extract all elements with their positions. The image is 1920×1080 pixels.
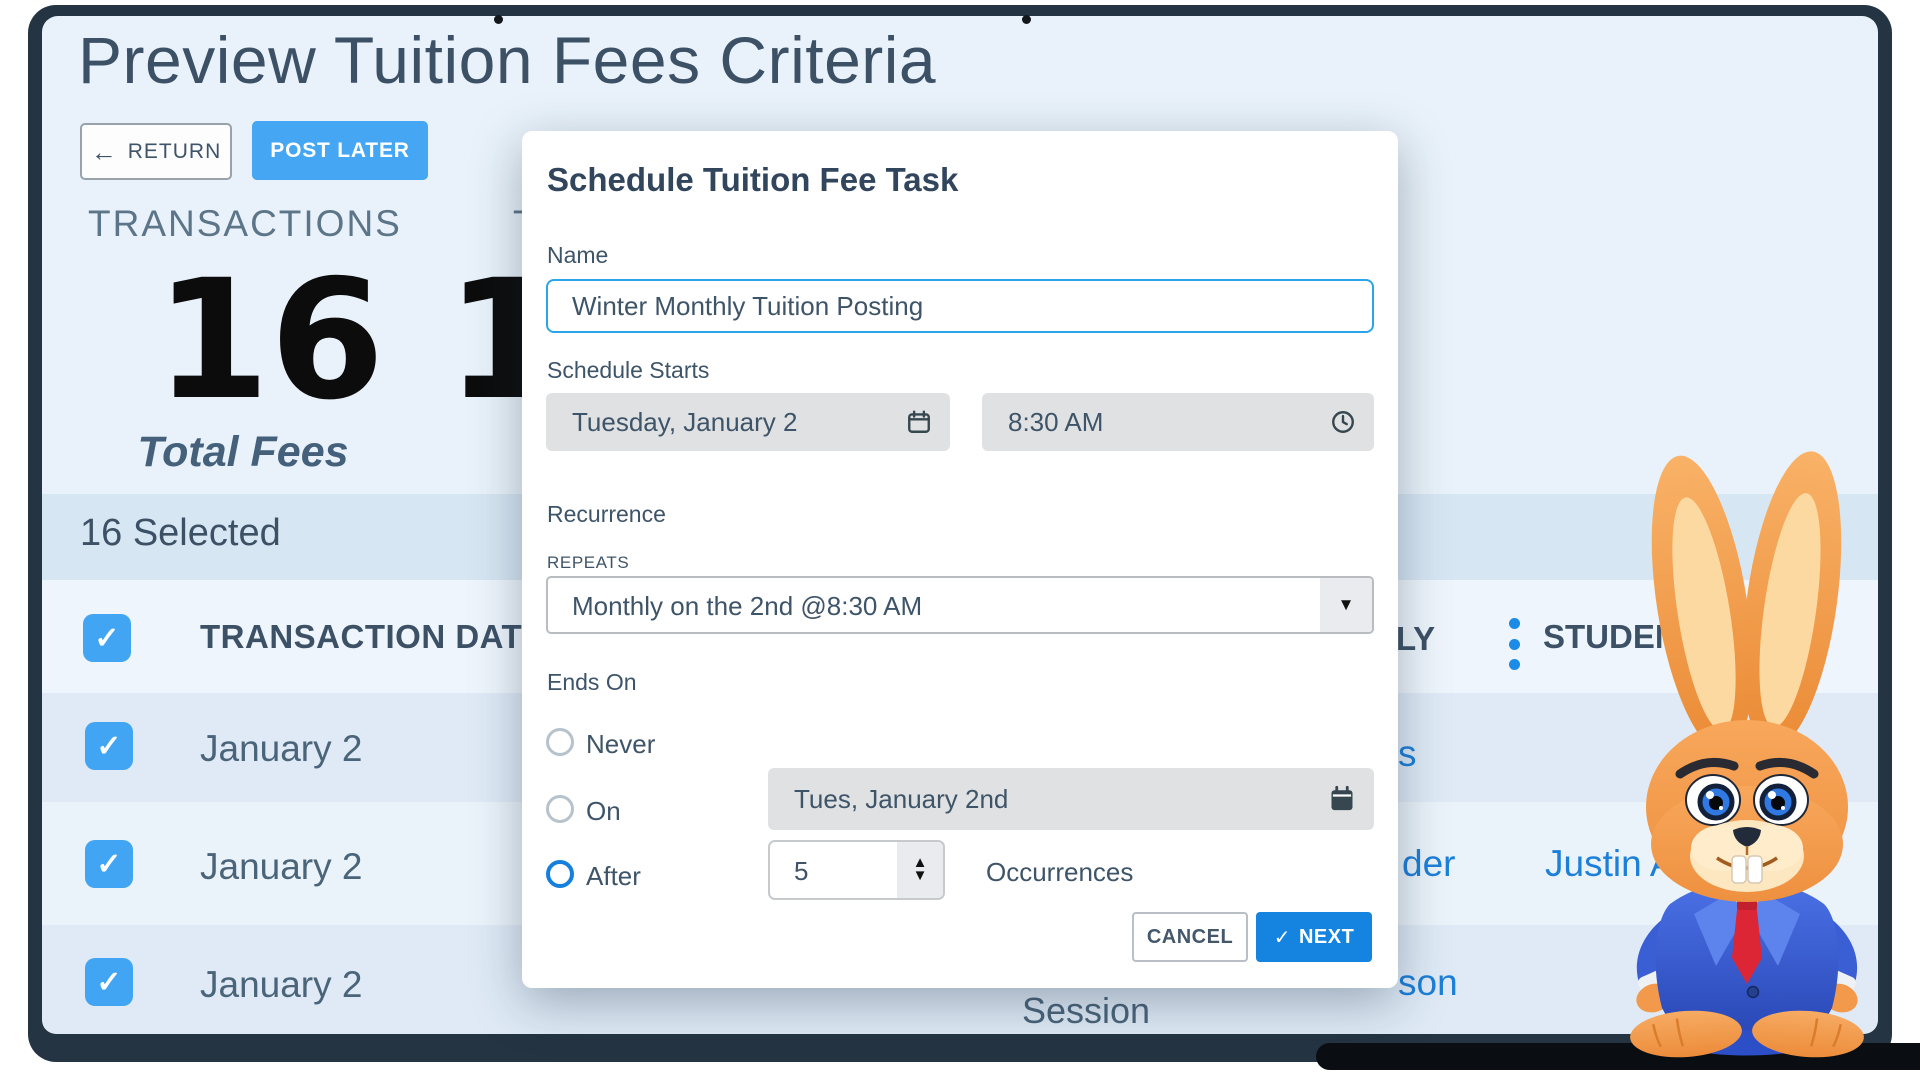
modal-title: Schedule Tuition Fee Task	[547, 161, 959, 198]
row-link-fragment[interactable]: s	[1398, 733, 1417, 774]
return-button[interactable]: ← RETURN	[80, 123, 232, 180]
radio-after[interactable]	[546, 860, 574, 888]
radio-never-label: Never	[586, 729, 656, 759]
repeats-label: REPEATS	[547, 553, 630, 572]
task-name-input[interactable]	[546, 279, 1374, 333]
select-all-checkbox[interactable]: ✓	[83, 614, 131, 662]
ends-on-date-field[interactable]: Tues, January 2nd	[768, 768, 1374, 830]
check-icon: ✓	[96, 847, 122, 881]
calendar-icon	[1328, 785, 1356, 813]
schedule-starts-label: Schedule Starts	[547, 357, 710, 383]
check-icon: ✓	[94, 621, 120, 655]
transactions-stat-value: 16	[155, 244, 385, 436]
start-time-field[interactable]: 8:30 AM	[982, 393, 1374, 451]
selected-count: 16 Selected	[80, 512, 281, 554]
arrow-up-icon[interactable]: ▲	[912, 854, 928, 872]
start-date-value: Tuesday, January 2	[572, 406, 798, 437]
post-later-label: POST LATER	[270, 138, 410, 162]
row-link-fragment[interactable]: son	[1398, 962, 1458, 1003]
occurrences-stepper[interactable]: 5 ▲ ▼	[768, 840, 945, 900]
start-date-field[interactable]: Tuesday, January 2	[546, 393, 950, 451]
column-header-fragment: LY	[1396, 620, 1436, 657]
window-dot	[1022, 15, 1031, 24]
schedule-task-modal: Schedule Tuition Fee Task Name Schedule …	[522, 131, 1398, 988]
return-button-label: RETURN	[127, 139, 222, 163]
session-cell-text: Session	[1022, 990, 1151, 1031]
start-time-value: 8:30 AM	[1008, 406, 1104, 437]
chevron-down-icon[interactable]: ▼	[1320, 578, 1372, 632]
left-arrow-icon: ←	[90, 136, 118, 167]
row-checkbox[interactable]: ✓	[85, 722, 133, 770]
transaction-date-cell: January 2	[200, 846, 363, 887]
transaction-date-cell: January 2	[200, 964, 363, 1005]
cancel-label: CANCEL	[1146, 925, 1234, 948]
radio-never[interactable]	[546, 728, 574, 756]
occurrences-label: Occurrences	[986, 857, 1134, 887]
radio-on-label: On	[586, 796, 621, 826]
ends-on-label: Ends On	[547, 669, 637, 695]
row-checkbox[interactable]: ✓	[85, 958, 133, 1006]
transaction-date-cell: January 2	[200, 728, 363, 769]
post-later-button[interactable]: POST LATER	[252, 121, 428, 180]
radio-after-label: After	[586, 861, 641, 891]
recurrence-label: Recurrence	[547, 501, 666, 527]
mascot-rabbit	[1630, 451, 1864, 1058]
row-link-fragment[interactable]: der	[1402, 843, 1456, 884]
column-header-transaction-date[interactable]: TRANSACTION DATE	[200, 618, 545, 655]
cancel-button[interactable]: CANCEL	[1132, 912, 1248, 962]
next-label: NEXT	[1298, 925, 1355, 948]
page-title: Preview Tuition Fees Criteria	[78, 23, 937, 97]
name-label: Name	[547, 242, 609, 268]
row-checkbox[interactable]: ✓	[85, 840, 133, 888]
check-icon: ✓	[96, 729, 122, 763]
ends-on-date-value: Tues, January 2nd	[794, 783, 1009, 814]
next-button[interactable]: ✓ NEXT	[1256, 912, 1372, 962]
repeats-value: Monthly on the 2nd @8:30 AM	[572, 591, 923, 621]
arrow-down-icon[interactable]: ▼	[912, 867, 928, 884]
occurrences-value: 5	[794, 856, 809, 886]
clock-icon	[1330, 409, 1356, 435]
check-icon: ✓	[1273, 926, 1291, 949]
stepper-arrows-icon[interactable]: ▲ ▼	[897, 842, 943, 898]
radio-on[interactable]	[546, 795, 574, 823]
check-icon: ✓	[96, 965, 122, 999]
calendar-icon	[906, 409, 932, 435]
column-menu-icon[interactable]	[1508, 618, 1520, 670]
transactions-stat-caption: Total Fees	[137, 428, 349, 476]
transactions-stat-label: TRANSACTIONS	[88, 203, 402, 244]
window-dot	[494, 15, 503, 24]
repeats-dropdown[interactable]: Monthly on the 2nd @8:30 AM ▼	[546, 576, 1374, 634]
